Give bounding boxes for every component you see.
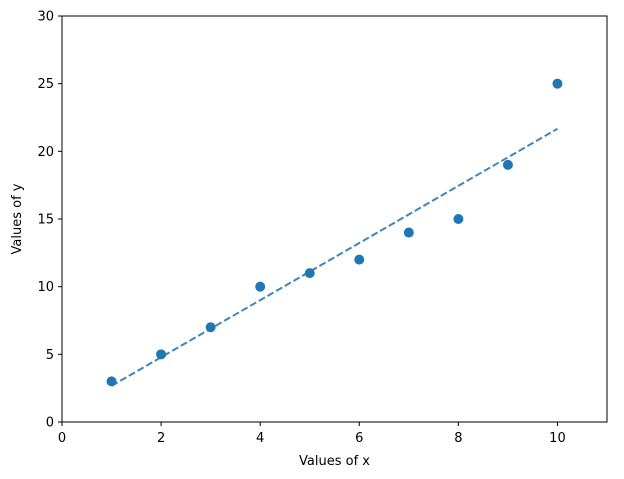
axes-frame <box>61 15 608 423</box>
data-point <box>403 227 414 238</box>
data-point <box>106 376 117 387</box>
y-tick-label: 25 <box>37 77 54 92</box>
data-point <box>502 159 513 170</box>
data-point <box>255 281 266 292</box>
data-point <box>205 322 216 333</box>
x-tick-label: 2 <box>157 431 165 446</box>
x-axis-ticks: 0 2 4 6 8 10 <box>58 422 566 446</box>
y-tick-label: 30 <box>37 10 54 25</box>
trend-line <box>111 127 558 387</box>
y-axis-ticks: 0 5 10 15 20 25 30 <box>37 10 62 431</box>
y-tick-label: 5 <box>46 348 54 363</box>
x-tick-label: 8 <box>454 431 462 446</box>
data-point <box>552 78 563 89</box>
x-tick-label: 10 <box>549 431 566 446</box>
x-tick-label: 0 <box>58 431 66 446</box>
y-tick-label: 20 <box>37 145 54 160</box>
data-point <box>453 214 464 224</box>
trend-line-layer <box>111 127 558 387</box>
data-points-layer <box>106 78 563 387</box>
y-tick-label: 15 <box>37 213 54 228</box>
data-point <box>354 254 365 265</box>
x-tick-label: 4 <box>256 431 264 446</box>
x-axis-label: Values of x <box>299 454 370 469</box>
x-tick-label: 6 <box>355 431 363 446</box>
y-tick-label: 0 <box>46 416 54 431</box>
y-tick-label: 10 <box>37 280 54 295</box>
data-point <box>304 268 315 279</box>
data-point <box>156 349 167 360</box>
y-axis-label: Values of y <box>10 183 25 254</box>
